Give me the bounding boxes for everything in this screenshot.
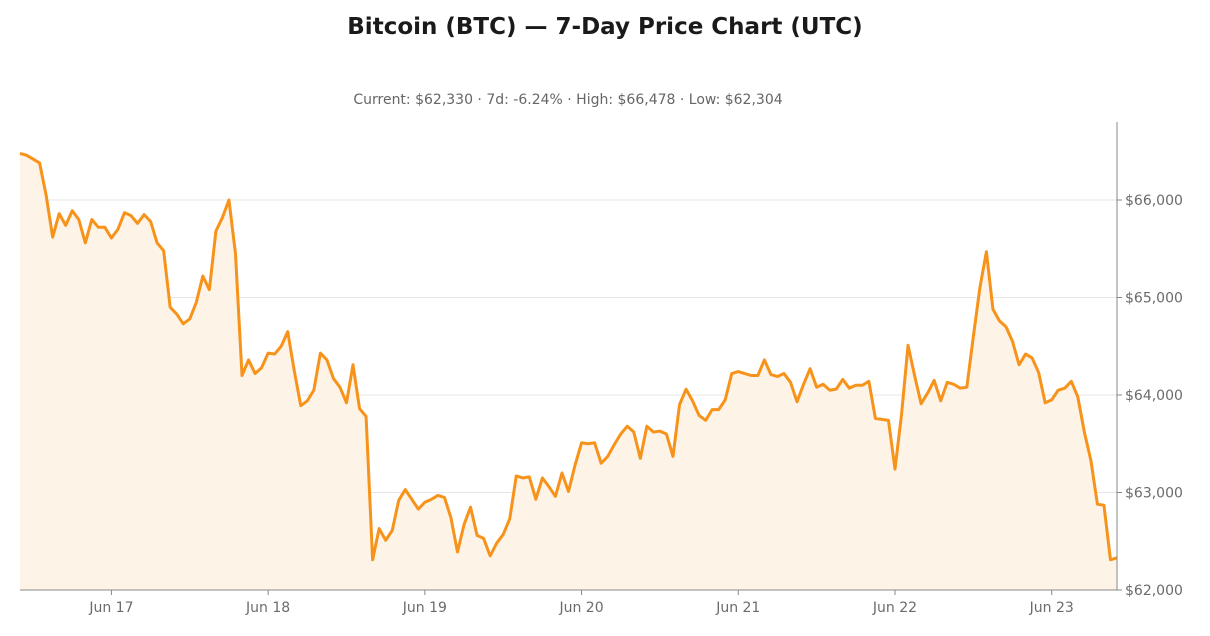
chart-title: Bitcoin (BTC) — 7-Day Price Chart (UTC) — [347, 14, 863, 40]
y-tick-label: $66,000 — [1125, 193, 1183, 209]
price-line — [19, 151, 1118, 562]
y-tick-label: $63,000 — [1125, 486, 1183, 502]
x-axis-ticks: Jun 17 Jun 18 Jun 19 Jun 20 Jun 21 Jun 22 Jun … — [88, 590, 1074, 616]
y-tick-label: $64,000 — [1125, 388, 1183, 404]
y-tick-label: $62,000 — [1125, 583, 1183, 599]
x-tick-label: Jun 23 — [1029, 600, 1074, 616]
x-tick-label: Jun 21 — [715, 600, 760, 616]
x-tick-label: Jun 17 — [88, 600, 133, 616]
price-area-fill — [20, 153, 1117, 590]
x-tick-label: Jun 20 — [558, 600, 603, 616]
x-tick-label: Jun 19 — [402, 600, 447, 616]
y-tick-label: $65,000 — [1125, 291, 1183, 307]
x-tick-label: Jun 18 — [245, 600, 290, 616]
chart-subtitle: Current: $62,330 · 7d: -6.24% · High: $6… — [353, 92, 783, 108]
x-tick-label: Jun 22 — [872, 600, 917, 616]
y-axis-ticks: $62,000 $63,000 $64,000 $65,000 $66,000 — [1117, 193, 1183, 599]
